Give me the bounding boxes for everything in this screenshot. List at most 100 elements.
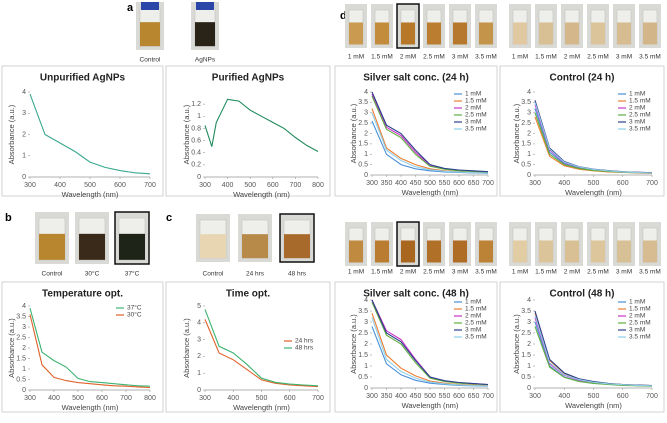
photo-label: 3 mM (616, 269, 632, 276)
chart-title: Purified AgNPs (212, 73, 285, 84)
legend-label: 2.5 mM (465, 112, 487, 119)
legend-label: 3.5 mM (629, 126, 651, 133)
x-tick-label: 600 (96, 395, 108, 402)
liquid (453, 240, 467, 263)
x-tick-label: 400 (558, 180, 570, 187)
y-tick-label: 2 (22, 131, 26, 138)
x-tick-label: 400 (222, 182, 234, 189)
chart-title: Silver salt conc. (24 h) (363, 73, 469, 84)
chart-title: Unpurified AgNPs (40, 73, 126, 84)
x-tick-label: 450 (410, 393, 422, 400)
x-tick-label: 500 (244, 182, 256, 189)
photo-label: 1.5 mM (535, 54, 557, 61)
photo-label: 3.5 mM (639, 269, 661, 276)
liquid (195, 22, 215, 47)
x-tick-label: 400 (558, 393, 570, 400)
y-tick-label: 0 (527, 385, 531, 392)
x-tick-label: 600 (453, 180, 465, 187)
x-axis-label: Wavelength (nm) (565, 188, 622, 197)
liquid (479, 240, 493, 263)
y-tick-label: 2 (527, 130, 531, 137)
photo-label: 2 mM (564, 54, 580, 61)
panel-letter: a (127, 2, 134, 14)
y-tick-label: 2.5 (521, 330, 531, 337)
y-tick-label: 0.5 (358, 161, 368, 168)
legend-label: 3 mM (629, 119, 645, 126)
series-line (204, 319, 319, 388)
legend-label: 1 mM (465, 91, 481, 98)
legend-label: 3 mM (465, 119, 481, 126)
photo-label: 3 mM (616, 54, 632, 61)
chart-frame (499, 65, 665, 197)
x-tick-label: 350 (381, 180, 393, 187)
legend-label: 3.5 mM (465, 334, 487, 341)
y-tick-label: 0 (197, 174, 201, 181)
liquid (643, 240, 657, 263)
liquid (284, 234, 310, 259)
liquid (140, 22, 160, 47)
series-line (29, 93, 151, 175)
photo-label: 2 mM (400, 54, 416, 61)
y-tick-label: 2 (364, 341, 368, 348)
liquid (242, 234, 268, 259)
liquid (617, 240, 631, 263)
legend-label: 2 mM (629, 313, 645, 320)
y-axis-label: Absorbance (a.u.) (512, 103, 521, 163)
y-axis-label: Absorbance (a.u.) (7, 318, 16, 378)
y-axis-label: Absorbance (a.u.) (349, 314, 358, 374)
y-tick-label: 2 (22, 345, 26, 352)
chart-frame (165, 65, 331, 197)
liquid (617, 22, 631, 45)
x-tick-label: 450 (410, 180, 422, 187)
chart-title: Control (24 h) (550, 73, 615, 84)
x-tick-label: 350 (381, 393, 393, 400)
y-tick-label: 0 (22, 387, 26, 394)
photo-label: AgNPs (195, 57, 216, 64)
x-tick-label: 300 (529, 180, 541, 187)
y-tick-label: 3 (364, 319, 368, 326)
x-tick-label: 600 (617, 393, 629, 400)
panel-letter: b (5, 212, 12, 224)
x-tick-label: 300 (24, 395, 36, 402)
photo-frame (396, 3, 420, 49)
photo-label: 3 mM (452, 269, 468, 276)
y-tick-label: 1 (364, 363, 368, 370)
vial-cap (141, 2, 159, 10)
photo-label: Control (140, 57, 162, 64)
y-tick-label: 1.5 (358, 352, 368, 359)
photo-label: 1.5 mM (371, 54, 393, 61)
liquid (565, 240, 579, 263)
y-axis-label: Absorbance (a.u.) (182, 104, 191, 164)
chart-title: Temperature opt. (42, 289, 123, 300)
y-tick-label: 1.2 (191, 101, 201, 108)
y-tick-label: 0.5 (521, 374, 531, 381)
series-line (371, 317, 489, 387)
y-tick-label: 4 (527, 297, 531, 304)
legend-label: 48 hrs (295, 345, 314, 352)
liquid (539, 22, 553, 45)
x-tick-label: 700 (312, 395, 324, 402)
liquid (401, 22, 415, 45)
legend-label: 2.5 mM (629, 112, 651, 119)
legend-label: 1.5 mM (629, 306, 651, 313)
x-tick-label: 800 (312, 182, 324, 189)
x-tick-label: 400 (395, 180, 407, 187)
photo-label: 3.5 mM (639, 54, 661, 61)
x-tick-label: 500 (256, 395, 268, 402)
series-line (29, 314, 151, 389)
y-axis-label: Absorbance (a.u.) (349, 103, 358, 163)
x-tick-label: 400 (395, 393, 407, 400)
liquid (349, 22, 363, 45)
x-tick-label: 300 (366, 393, 378, 400)
legend-label: 3.5 mM (629, 334, 651, 341)
y-tick-label: 1.5 (16, 355, 26, 362)
y-tick-label: 1 (527, 151, 531, 158)
photo-label: 3.5 mM (475, 54, 497, 61)
y-tick-label: 4 (364, 297, 368, 304)
x-axis-label: Wavelength (nm) (565, 401, 622, 410)
y-tick-label: 2.5 (358, 330, 368, 337)
legend-label: 3 mM (629, 327, 645, 334)
legend-label: 2 mM (465, 313, 481, 320)
liquid (119, 233, 145, 260)
